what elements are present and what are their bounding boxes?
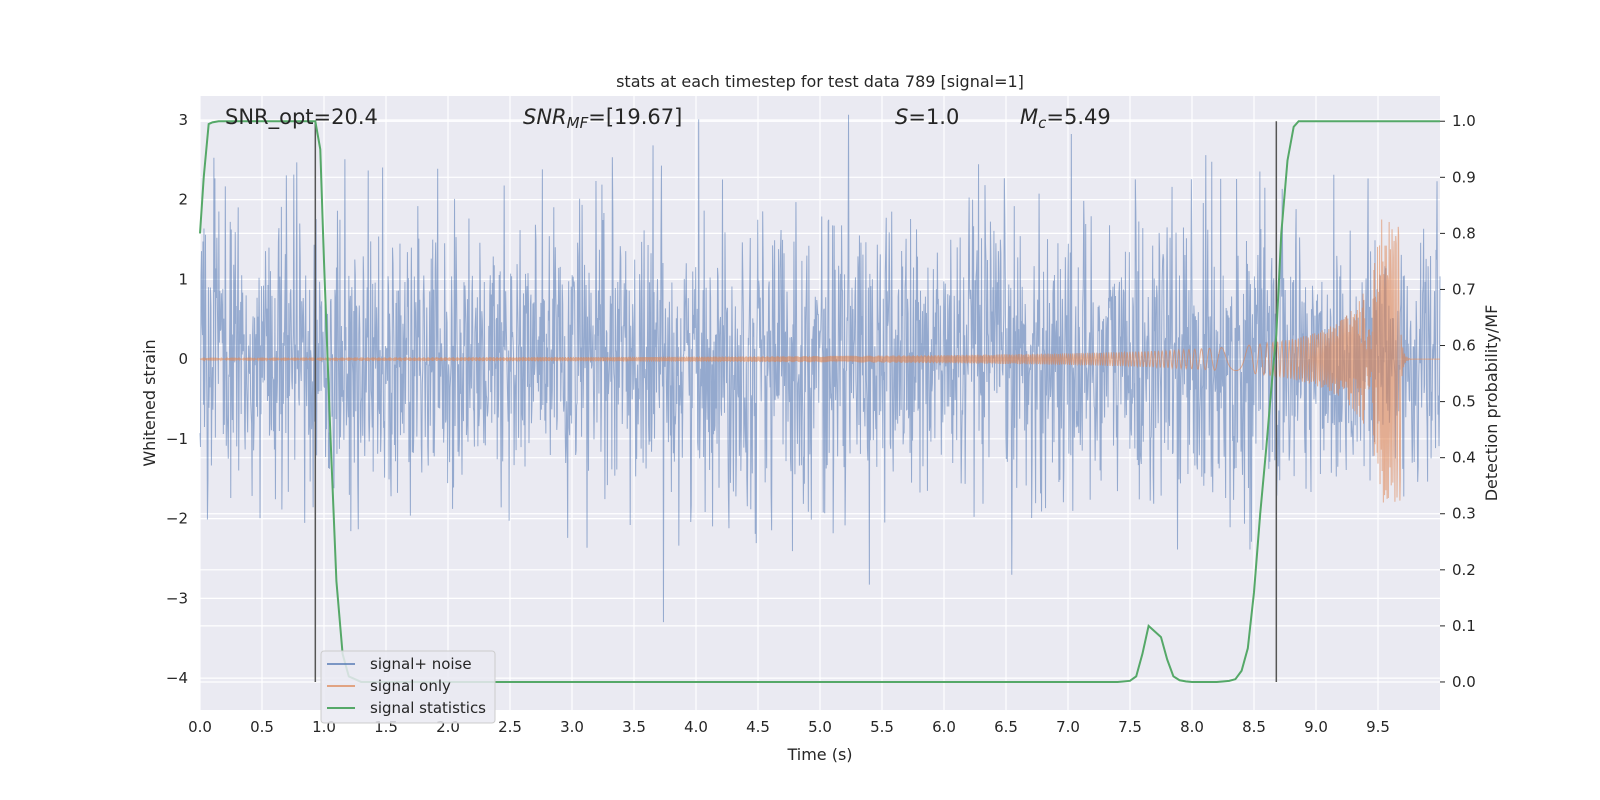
x-tick-label: 5.5 [870, 718, 894, 736]
annotation-s-symbol: S [895, 105, 908, 129]
legend-label-signal-only: signal only [370, 677, 451, 695]
annotation-s-value: =1.0 [908, 105, 959, 129]
y2-tick-label: 0.2 [1452, 561, 1476, 579]
tick-labels: 0.0 0.5 1.0 1.5 2.0 2.5 3.0 3.5 4.0 4.5 5.0 5.5 6.0 6… [166, 111, 1476, 736]
x-tick-label: 3.0 [560, 718, 584, 736]
annotation-snr-mf-value: =[19.67] [588, 105, 682, 129]
annotation-mc: Mc=5.49 [1020, 105, 1111, 132]
y2-tick-label: 0.8 [1452, 224, 1476, 242]
x-tick-label: 8.0 [1180, 718, 1204, 736]
vertical-markers [314, 121, 1278, 682]
annotation-mc-symbol: M [1020, 105, 1038, 129]
y2-tick-label: 0.0 [1452, 673, 1476, 691]
annotation-mc-subscript: c [1038, 114, 1047, 132]
y-tick-label: −4 [166, 669, 188, 687]
x-tick-label: 6.0 [932, 718, 956, 736]
y2-tick-label: 0.4 [1452, 449, 1476, 467]
annotation-snr-mf-symbol: SNR [523, 105, 567, 129]
y2-tick-label: 0.1 [1452, 617, 1476, 635]
x-tick-label: 6.5 [994, 718, 1018, 736]
x-tick-label: 9.0 [1304, 718, 1328, 736]
y-axis-label: Whitened strain [140, 339, 159, 466]
x-tick-label: 2.5 [498, 718, 522, 736]
y2-tick-label: 0.6 [1452, 337, 1476, 355]
x-tick-label: 4.5 [746, 718, 770, 736]
x-tick-label: 5.0 [808, 718, 832, 736]
series-signal-only [199, 219, 1440, 503]
signal-statistics-line [199, 120, 1440, 683]
signal-only-line [199, 219, 1440, 503]
legend-label-signal-plus-noise: signal+ noise [370, 655, 472, 673]
annotation-snr-mf-subscript: MF [567, 114, 589, 132]
x-tick-label: 7.5 [1118, 718, 1142, 736]
y2-tick-label: 0.5 [1452, 393, 1476, 411]
x-tick-label: 0.0 [188, 718, 212, 736]
x-axis-label: Time (s) [786, 745, 852, 764]
legend-box [320, 650, 496, 724]
signal-plus-noise-line [199, 114, 1441, 623]
y-tick-label: −1 [166, 430, 188, 448]
legend: signal+ noise signal only signal statist… [320, 650, 496, 724]
annotation-mc-value: =5.49 [1046, 105, 1110, 129]
x-tick-label: 9.5 [1366, 718, 1390, 736]
chart-title: stats at each timestep for test data 789… [616, 72, 1024, 91]
y2-tick-label: 0.7 [1452, 280, 1476, 298]
x-tick-label: 8.5 [1242, 718, 1266, 736]
series-signal-statistics [199, 120, 1440, 683]
y-tick-label: −2 [166, 510, 188, 528]
annotation-s: S=1.0 [895, 105, 959, 129]
y2-axis-label: Detection probability/MF [1482, 305, 1501, 502]
x-tick-label: 3.5 [622, 718, 646, 736]
x-tick-label: 4.0 [684, 718, 708, 736]
y2-tick-label: 0.3 [1452, 505, 1476, 523]
annotation-snr-mf: SNRMF=[19.67] [523, 105, 682, 132]
y-tick-label: 0 [178, 350, 188, 368]
series-signal-plus-noise [199, 114, 1441, 623]
y-tick-label: −3 [166, 589, 188, 607]
y-tick-label: 3 [178, 111, 188, 129]
x-tick-label: 7.0 [1056, 718, 1080, 736]
annotation-snr-opt: SNR_opt=20.4 [225, 105, 378, 130]
y2-tick-label: 0.9 [1452, 168, 1476, 186]
legend-label-signal-statistics: signal statistics [370, 699, 486, 717]
y-tick-label: 2 [178, 191, 188, 209]
x-tick-label: 0.5 [250, 718, 274, 736]
y2-tick-label: 1.0 [1452, 112, 1476, 130]
y-tick-label: 1 [178, 270, 188, 288]
